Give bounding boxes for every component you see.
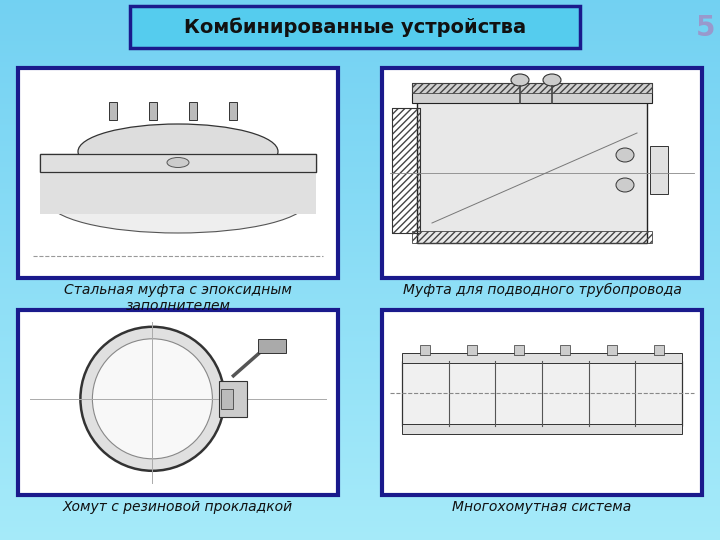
Bar xyxy=(18,68,338,278)
Ellipse shape xyxy=(78,124,278,179)
Bar xyxy=(412,83,652,103)
Bar xyxy=(229,102,237,119)
Text: Комбинированные устройства: Комбинированные устройства xyxy=(184,17,526,37)
Text: Стальная муфта с эпоксидным
заполнителем: Стальная муфта с эпоксидным заполнителем xyxy=(64,283,292,313)
Text: 5: 5 xyxy=(696,14,716,42)
Ellipse shape xyxy=(167,158,189,167)
Bar xyxy=(467,345,477,355)
Bar xyxy=(513,345,523,355)
Bar xyxy=(18,310,338,495)
Bar xyxy=(40,153,316,213)
Bar xyxy=(392,108,420,233)
Bar xyxy=(109,102,117,119)
Bar xyxy=(220,381,248,417)
Bar xyxy=(402,361,682,426)
Ellipse shape xyxy=(616,148,634,162)
Bar xyxy=(412,231,652,243)
Bar xyxy=(382,68,702,278)
Bar xyxy=(650,146,668,194)
Bar xyxy=(654,345,664,355)
Bar xyxy=(402,424,682,434)
Circle shape xyxy=(92,339,212,459)
Circle shape xyxy=(81,327,225,471)
Bar xyxy=(40,153,316,163)
Ellipse shape xyxy=(543,74,561,86)
Bar xyxy=(222,389,233,409)
Ellipse shape xyxy=(48,168,308,233)
Bar xyxy=(392,108,420,233)
Bar xyxy=(130,6,580,48)
Ellipse shape xyxy=(511,74,529,86)
Bar xyxy=(189,102,197,119)
Bar xyxy=(412,83,652,93)
Bar xyxy=(607,345,617,355)
Bar xyxy=(382,310,702,495)
Bar xyxy=(40,153,316,172)
Bar xyxy=(402,353,682,363)
Bar xyxy=(560,345,570,355)
Text: Хомут с резиновой прокладкой: Хомут с резиновой прокладкой xyxy=(63,500,293,514)
Text: Многохомутная система: Многохомутная система xyxy=(452,500,631,514)
Bar xyxy=(40,153,316,172)
Bar xyxy=(420,345,431,355)
Text: Муфта для подводного трубопровода: Муфта для подводного трубопровода xyxy=(402,283,681,297)
Ellipse shape xyxy=(616,178,634,192)
Bar xyxy=(258,339,287,353)
Bar xyxy=(417,98,647,243)
Bar xyxy=(149,102,157,119)
